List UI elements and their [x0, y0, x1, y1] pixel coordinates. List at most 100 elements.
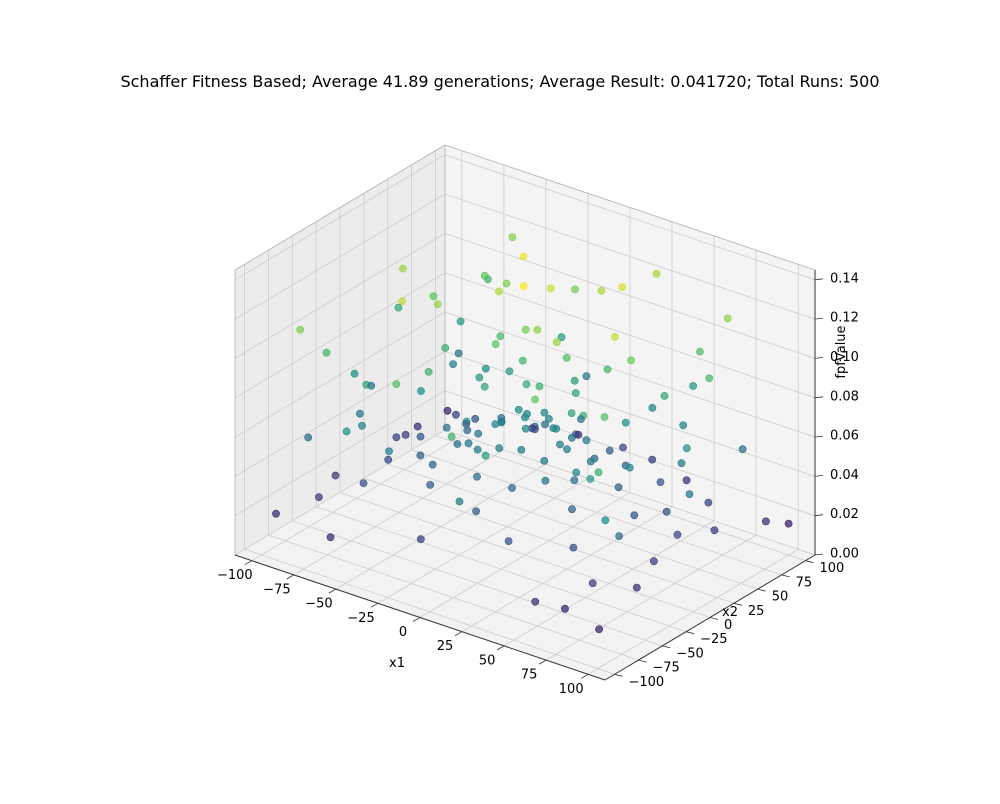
data-point — [685, 490, 694, 498]
data-point — [455, 497, 464, 506]
z-tick-mark — [814, 553, 824, 556]
x-tick-label: 75 — [521, 668, 538, 683]
x-tick-label: 100 — [559, 682, 584, 697]
data-point — [572, 468, 581, 477]
y-tick-label: 25 — [748, 604, 765, 619]
data-point — [495, 444, 504, 452]
data-point — [453, 440, 462, 448]
y-grid-floor — [339, 492, 711, 618]
data-point — [619, 443, 627, 452]
x-tick-label: −50 — [305, 597, 332, 612]
data-point — [491, 340, 500, 348]
y-grid-floor — [268, 534, 639, 661]
data-point — [521, 413, 529, 422]
data-point — [296, 325, 305, 334]
data-point — [621, 418, 630, 427]
data-point — [272, 509, 280, 518]
data-point — [533, 325, 542, 334]
data-point — [662, 507, 671, 516]
data-point — [426, 480, 435, 489]
y-tick-mark — [757, 588, 766, 592]
data-point — [682, 444, 691, 453]
x-tick-mark — [370, 602, 379, 608]
data-point — [569, 543, 578, 552]
data-point — [614, 483, 623, 492]
data-point — [650, 557, 658, 566]
y-grid-floor — [411, 449, 782, 576]
data-point — [518, 356, 527, 365]
data-point — [442, 423, 451, 432]
data-point — [398, 264, 407, 273]
data-point — [519, 282, 528, 290]
y-tick-mark — [638, 659, 647, 663]
data-point — [401, 430, 410, 439]
z-tick-mark — [814, 435, 824, 438]
grid-lines — [234, 150, 816, 675]
data-point — [441, 343, 450, 352]
data-point — [481, 364, 490, 373]
x-tick-mark — [244, 560, 252, 566]
data-point — [677, 459, 686, 468]
data-point — [648, 455, 657, 464]
data-point — [443, 406, 452, 415]
data-point — [504, 537, 513, 545]
x-tick-mark — [538, 659, 547, 665]
pane-edge — [444, 144, 816, 271]
data-point — [350, 369, 359, 378]
data-point — [561, 604, 569, 613]
data-point — [464, 439, 473, 448]
data-point — [416, 535, 425, 544]
data-point — [491, 420, 500, 428]
data-point — [705, 374, 714, 383]
data-point — [586, 475, 595, 483]
data-point — [568, 505, 576, 514]
data-point — [462, 419, 471, 428]
data-point — [689, 382, 697, 390]
data-point — [568, 433, 576, 442]
data-point — [416, 432, 425, 441]
data-point — [454, 349, 463, 358]
z-grid-back — [444, 390, 816, 517]
z-tick-label: 0.14 — [830, 271, 859, 286]
data-point — [471, 414, 480, 423]
y-tick-mark — [614, 673, 623, 677]
y-tick-mark — [686, 631, 695, 635]
x-axis-label: x1 — [389, 656, 405, 671]
data-point — [594, 468, 603, 477]
data-point — [704, 498, 713, 507]
x-tick-label: −25 — [347, 611, 374, 626]
data-point — [508, 233, 517, 242]
y-grid-floor — [292, 520, 663, 647]
data-point — [582, 436, 591, 445]
x-tick-label: 25 — [437, 639, 454, 654]
data-point — [495, 287, 503, 296]
data-point — [514, 405, 523, 414]
z-grid-back — [444, 154, 816, 281]
z-tick-label: 0.08 — [830, 389, 859, 404]
x-tick-label: 0 — [399, 625, 407, 640]
data-point — [481, 451, 490, 460]
x-tick-mark — [496, 645, 505, 651]
data-point — [557, 333, 566, 342]
data-point — [314, 493, 323, 501]
data-point — [531, 425, 539, 434]
data-point — [738, 445, 747, 454]
data-point — [502, 279, 511, 288]
data-point — [521, 424, 530, 433]
data-point — [648, 403, 657, 412]
data-point — [472, 507, 480, 516]
y-tick-label: 75 — [796, 575, 813, 590]
data-point — [588, 579, 597, 588]
z-axis-label: fpfValue — [834, 325, 849, 378]
z-grid-left — [234, 193, 446, 320]
z-tick-label: 0.04 — [830, 468, 859, 483]
data-point — [632, 583, 641, 592]
z-grid-left — [234, 311, 446, 438]
y-grid-floor — [387, 463, 758, 590]
data-point — [563, 445, 571, 454]
data-point — [473, 472, 481, 481]
data-point — [605, 446, 614, 455]
data-point — [416, 451, 425, 460]
chart-title: Schaffer Fitness Based; Average 41.89 ge… — [120, 72, 880, 91]
